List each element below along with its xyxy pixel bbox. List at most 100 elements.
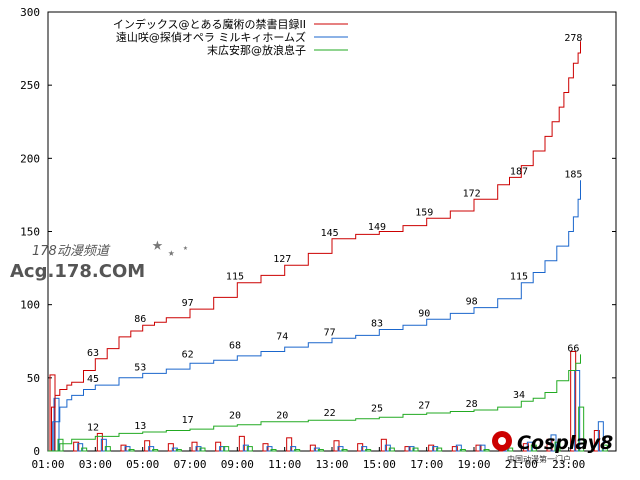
hourly-bar-red (262, 443, 269, 452)
legend-label: 末広安那@放浪息子 (207, 43, 306, 57)
y-tick-label: 250 (20, 79, 40, 92)
y-tick-label: 50 (27, 372, 40, 385)
hourly-bar-green (270, 449, 277, 452)
hourly-bar-red (451, 446, 458, 452)
hourly-bar-green (128, 449, 135, 452)
x-tick-label: 13:00 (315, 458, 348, 471)
hourly-bar-green (365, 449, 372, 452)
y-tick-label: 200 (20, 152, 40, 165)
chart-axes: 0 50 100 150 200 250 300 01:00 03:00 05:00 07:00 09… (20, 6, 617, 471)
x-tick-label: 19:00 (457, 458, 490, 471)
data-label: 77 (324, 327, 336, 338)
x-tick-label: 09:00 (221, 458, 254, 471)
hourly-bars (49, 350, 608, 452)
data-label: 17 (182, 415, 194, 426)
hourly-bar-green (507, 447, 514, 452)
data-label: 145 (321, 228, 339, 239)
hourly-bar-red (238, 435, 245, 452)
hourly-bar-blue (432, 446, 439, 452)
hourly-bar-red (167, 443, 174, 452)
legend-label: 遠山咲@探偵オペラ ミルキィホームズ (116, 30, 306, 44)
data-label: 90 (418, 308, 430, 319)
data-labels: 63 86 97 115 127 145 149 159 172 187 278 45 53 62 68 74… (87, 33, 582, 433)
hourly-bar-blue (550, 434, 557, 452)
hourly-bar-green (199, 447, 206, 452)
y-tick-label: 150 (20, 226, 40, 239)
hourly-bar-green (341, 449, 348, 452)
hourly-bar-red (475, 444, 482, 452)
x-tick-label: 17:00 (410, 458, 443, 471)
hourly-bar-green (294, 449, 301, 452)
watermark-cosplay8: Cosplay8 中国动漫第一门户 (492, 431, 613, 464)
watermark-cosplay8-name: Cosplay8 (517, 432, 613, 454)
hourly-bar-blue (124, 446, 131, 452)
data-label: 74 (276, 332, 288, 343)
hourly-bar-green (483, 449, 490, 452)
hourly-bar-green (412, 447, 419, 452)
hourly-bar-red (522, 443, 529, 452)
data-label: 53 (134, 362, 146, 373)
data-label: 25 (371, 403, 383, 414)
hourly-bar-green (57, 438, 64, 452)
hourly-bar-red (428, 444, 435, 452)
hourly-bar-green (81, 447, 88, 452)
hourly-bar-green (104, 446, 111, 452)
hourly-bar-red (120, 444, 127, 452)
series-line-2 (48, 354, 581, 452)
data-label: 127 (273, 254, 291, 265)
hourly-bar-blue (361, 446, 368, 452)
hourly-bar-green (175, 449, 182, 452)
hourly-bar-red (96, 432, 103, 452)
hourly-bar-green (601, 444, 608, 452)
hourly-bar-blue (455, 444, 462, 452)
hourly-bar-red (546, 438, 553, 452)
hourly-bar-green (152, 449, 159, 452)
hourly-bar-green (459, 449, 466, 452)
hourly-bar-red (73, 441, 80, 452)
hourly-bar-red (144, 440, 151, 452)
watermark-178-cn: 178动漫频道 (32, 244, 111, 259)
y-tick-label: 0 (33, 445, 40, 458)
hourly-bar-blue (219, 446, 226, 452)
hourly-bar-green (436, 447, 443, 452)
data-label: 34 (513, 390, 525, 401)
data-label: 115 (510, 272, 528, 283)
data-label: 185 (564, 169, 582, 180)
data-label: 22 (324, 408, 336, 419)
hourly-bar-blue (290, 446, 297, 452)
watermark-cosplay8-sub: 中国动漫第一门户 (507, 454, 571, 464)
data-label: 115 (226, 272, 244, 283)
star-icon: ★ (152, 234, 163, 255)
hourly-bar-green (530, 444, 537, 452)
legend-label: インデックス@とある魔術の禁書目録II (113, 17, 306, 31)
hourly-bar-green (388, 447, 395, 452)
x-tick-label: 21:00 (505, 458, 538, 471)
hourly-bar-red (333, 440, 340, 452)
x-tick-label: 23:00 (552, 458, 585, 471)
y-tick-label: 300 (20, 6, 40, 19)
data-label: 83 (371, 319, 383, 330)
data-label: 278 (564, 33, 582, 44)
data-label: 149 (368, 222, 386, 233)
series-line-0 (48, 41, 581, 452)
hourly-bar-red (570, 350, 577, 452)
y-tick-label: 100 (20, 299, 40, 312)
hourly-bar-red (357, 443, 364, 452)
watermark-178-url: Acg.178.COM (10, 261, 145, 282)
data-label: 159 (415, 207, 433, 218)
data-label: 98 (466, 297, 478, 308)
data-label: 28 (466, 399, 478, 410)
hourly-bar-green (578, 406, 585, 452)
data-label: 97 (182, 298, 194, 309)
x-tick-label: 03:00 (79, 458, 112, 471)
data-label: 63 (87, 348, 99, 359)
star-icon-small: ★ (168, 246, 175, 259)
data-label: 27 (418, 400, 430, 411)
data-label: 187 (510, 166, 528, 177)
hourly-bar-blue (242, 444, 249, 452)
hourly-bar-red (404, 446, 411, 452)
hourly-bar-blue (266, 446, 273, 452)
hourly-bar-blue (148, 446, 155, 452)
hourly-bar-blue (574, 370, 581, 452)
